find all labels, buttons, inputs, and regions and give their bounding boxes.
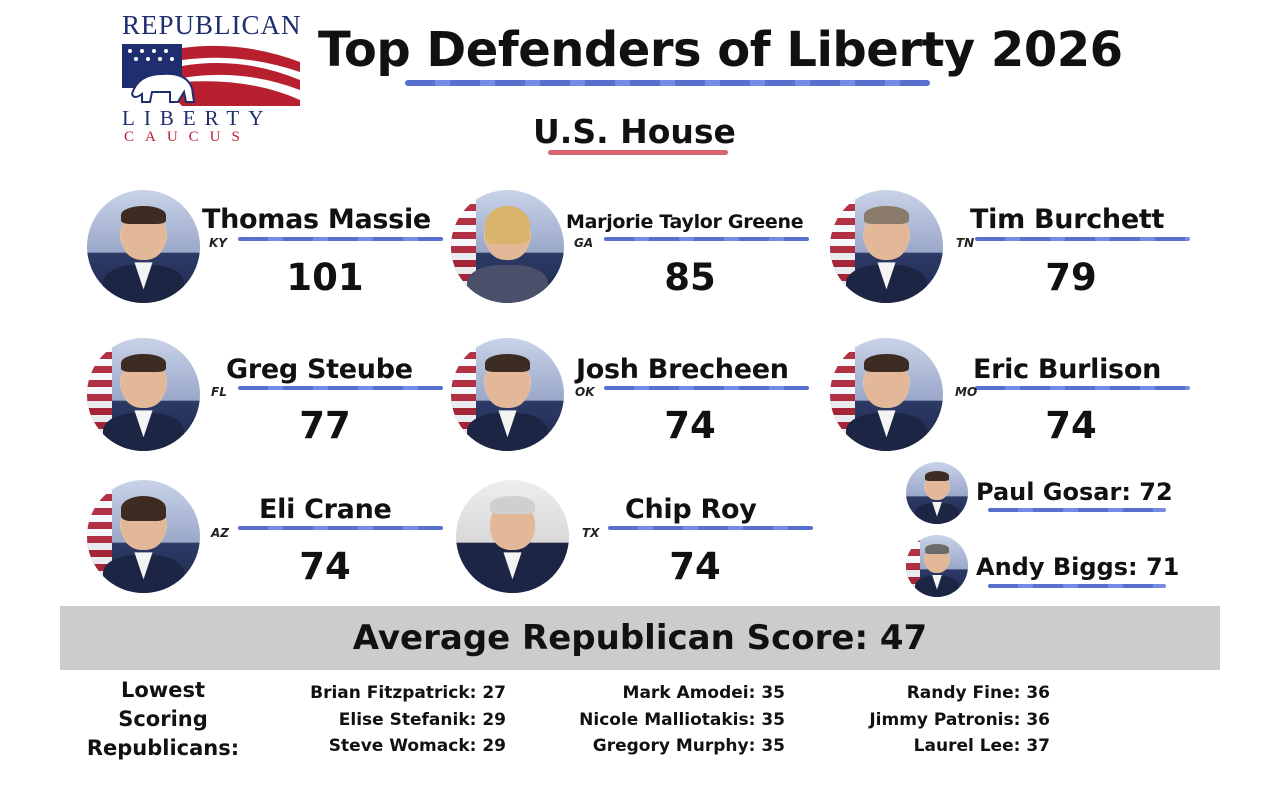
lowest-column-3: Randy Fine: 36 Jimmy Patronis: 36 Laurel… xyxy=(820,680,1050,760)
member-name: Greg Steube xyxy=(226,354,413,385)
lowest-entry: Nicole Malliotakis: 35 xyxy=(579,709,785,730)
member-photo xyxy=(456,480,569,593)
name-underline xyxy=(604,386,809,390)
average-score-band: Average Republican Score: 47 xyxy=(60,606,1220,670)
member-score: 74 xyxy=(669,545,721,588)
lowest-entry: Steve Womack: 29 xyxy=(328,736,506,756)
logo-text-middle: LIBERTY xyxy=(122,106,273,130)
member-name: Thomas Massie xyxy=(202,204,431,235)
member-photo xyxy=(87,338,200,451)
member-state: TN xyxy=(956,236,975,250)
page-title: Top Defenders of Liberty 2026 xyxy=(318,22,1123,78)
logo-text-top: REPUBLICAN xyxy=(122,10,302,40)
name-underline xyxy=(975,386,1190,390)
lowest-scoring-label: Lowest Scoring Republicans: xyxy=(78,676,248,763)
member-score: 74 xyxy=(664,404,716,447)
lowest-entry: Randy Fine: 36 xyxy=(906,683,1050,703)
member-state: AZ xyxy=(211,526,229,540)
flag-elephant-icon xyxy=(122,44,300,106)
name-underline xyxy=(238,526,443,530)
lowest-entry: Jimmy Patronis: 36 xyxy=(869,709,1050,730)
side-member-label: Andy Biggs: 71 xyxy=(976,553,1180,581)
member-state: MO xyxy=(955,385,978,399)
name-underline xyxy=(975,237,1190,241)
lowest-label-line: Scoring xyxy=(118,707,208,731)
side-member-label: Paul Gosar: 72 xyxy=(976,478,1173,506)
member-photo xyxy=(451,190,564,303)
name-underline xyxy=(604,237,809,241)
member-score: 79 xyxy=(1045,256,1097,299)
member-name: Eli Crane xyxy=(259,494,392,525)
republican-liberty-caucus-logo: REPUBLICAN LIBERTY CAUCUS xyxy=(118,10,303,145)
lowest-entry: Gregory Murphy: 35 xyxy=(592,736,785,756)
lowest-entry: Laurel Lee: 37 xyxy=(913,736,1050,756)
page-subtitle: U.S. House xyxy=(533,112,736,151)
name-underline xyxy=(238,237,443,241)
member-score: 77 xyxy=(299,404,351,447)
member-state: KY xyxy=(209,236,227,250)
member-name: Eric Burlison xyxy=(973,354,1161,385)
lowest-label-line: Lowest xyxy=(121,678,205,702)
member-photo xyxy=(87,190,200,303)
subtitle-underline xyxy=(548,150,728,155)
member-name: Josh Brecheen xyxy=(576,354,789,385)
lowest-entry: Mark Amodei: 35 xyxy=(622,683,785,703)
member-score: 101 xyxy=(286,256,364,299)
side-underline xyxy=(988,508,1166,512)
lowest-column-1: Brian Fitzpatrick: 27 Elise Stefanik: 29… xyxy=(270,680,506,760)
member-name: Chip Roy xyxy=(625,494,757,525)
title-underline xyxy=(405,80,930,86)
member-score: 74 xyxy=(1045,404,1097,447)
name-underline xyxy=(608,526,813,530)
member-state: TX xyxy=(582,526,600,540)
member-name: Marjorie Taylor Greene xyxy=(566,211,804,233)
member-photo xyxy=(830,190,943,303)
lowest-entry: Brian Fitzpatrick: 27 xyxy=(310,683,506,703)
member-state: OK xyxy=(575,385,595,399)
member-state: GA xyxy=(574,236,594,250)
member-photo xyxy=(87,480,200,593)
member-state: FL xyxy=(211,385,227,399)
name-underline xyxy=(238,386,443,390)
member-photo xyxy=(906,462,968,524)
average-score-text: Average Republican Score: 47 xyxy=(352,618,928,658)
member-name: Tim Burchett xyxy=(970,204,1165,235)
member-score: 74 xyxy=(299,545,351,588)
member-score: 85 xyxy=(664,256,716,299)
member-photo xyxy=(451,338,564,451)
logo-text-bottom: CAUCUS xyxy=(124,129,251,145)
member-photo xyxy=(906,535,968,597)
lowest-entry: Elise Stefanik: 29 xyxy=(338,709,506,730)
member-photo xyxy=(830,338,943,451)
lowest-column-2: Mark Amodei: 35 Nicole Malliotakis: 35 G… xyxy=(540,680,785,760)
lowest-label-line: Republicans: xyxy=(86,736,240,760)
side-underline xyxy=(988,584,1166,588)
